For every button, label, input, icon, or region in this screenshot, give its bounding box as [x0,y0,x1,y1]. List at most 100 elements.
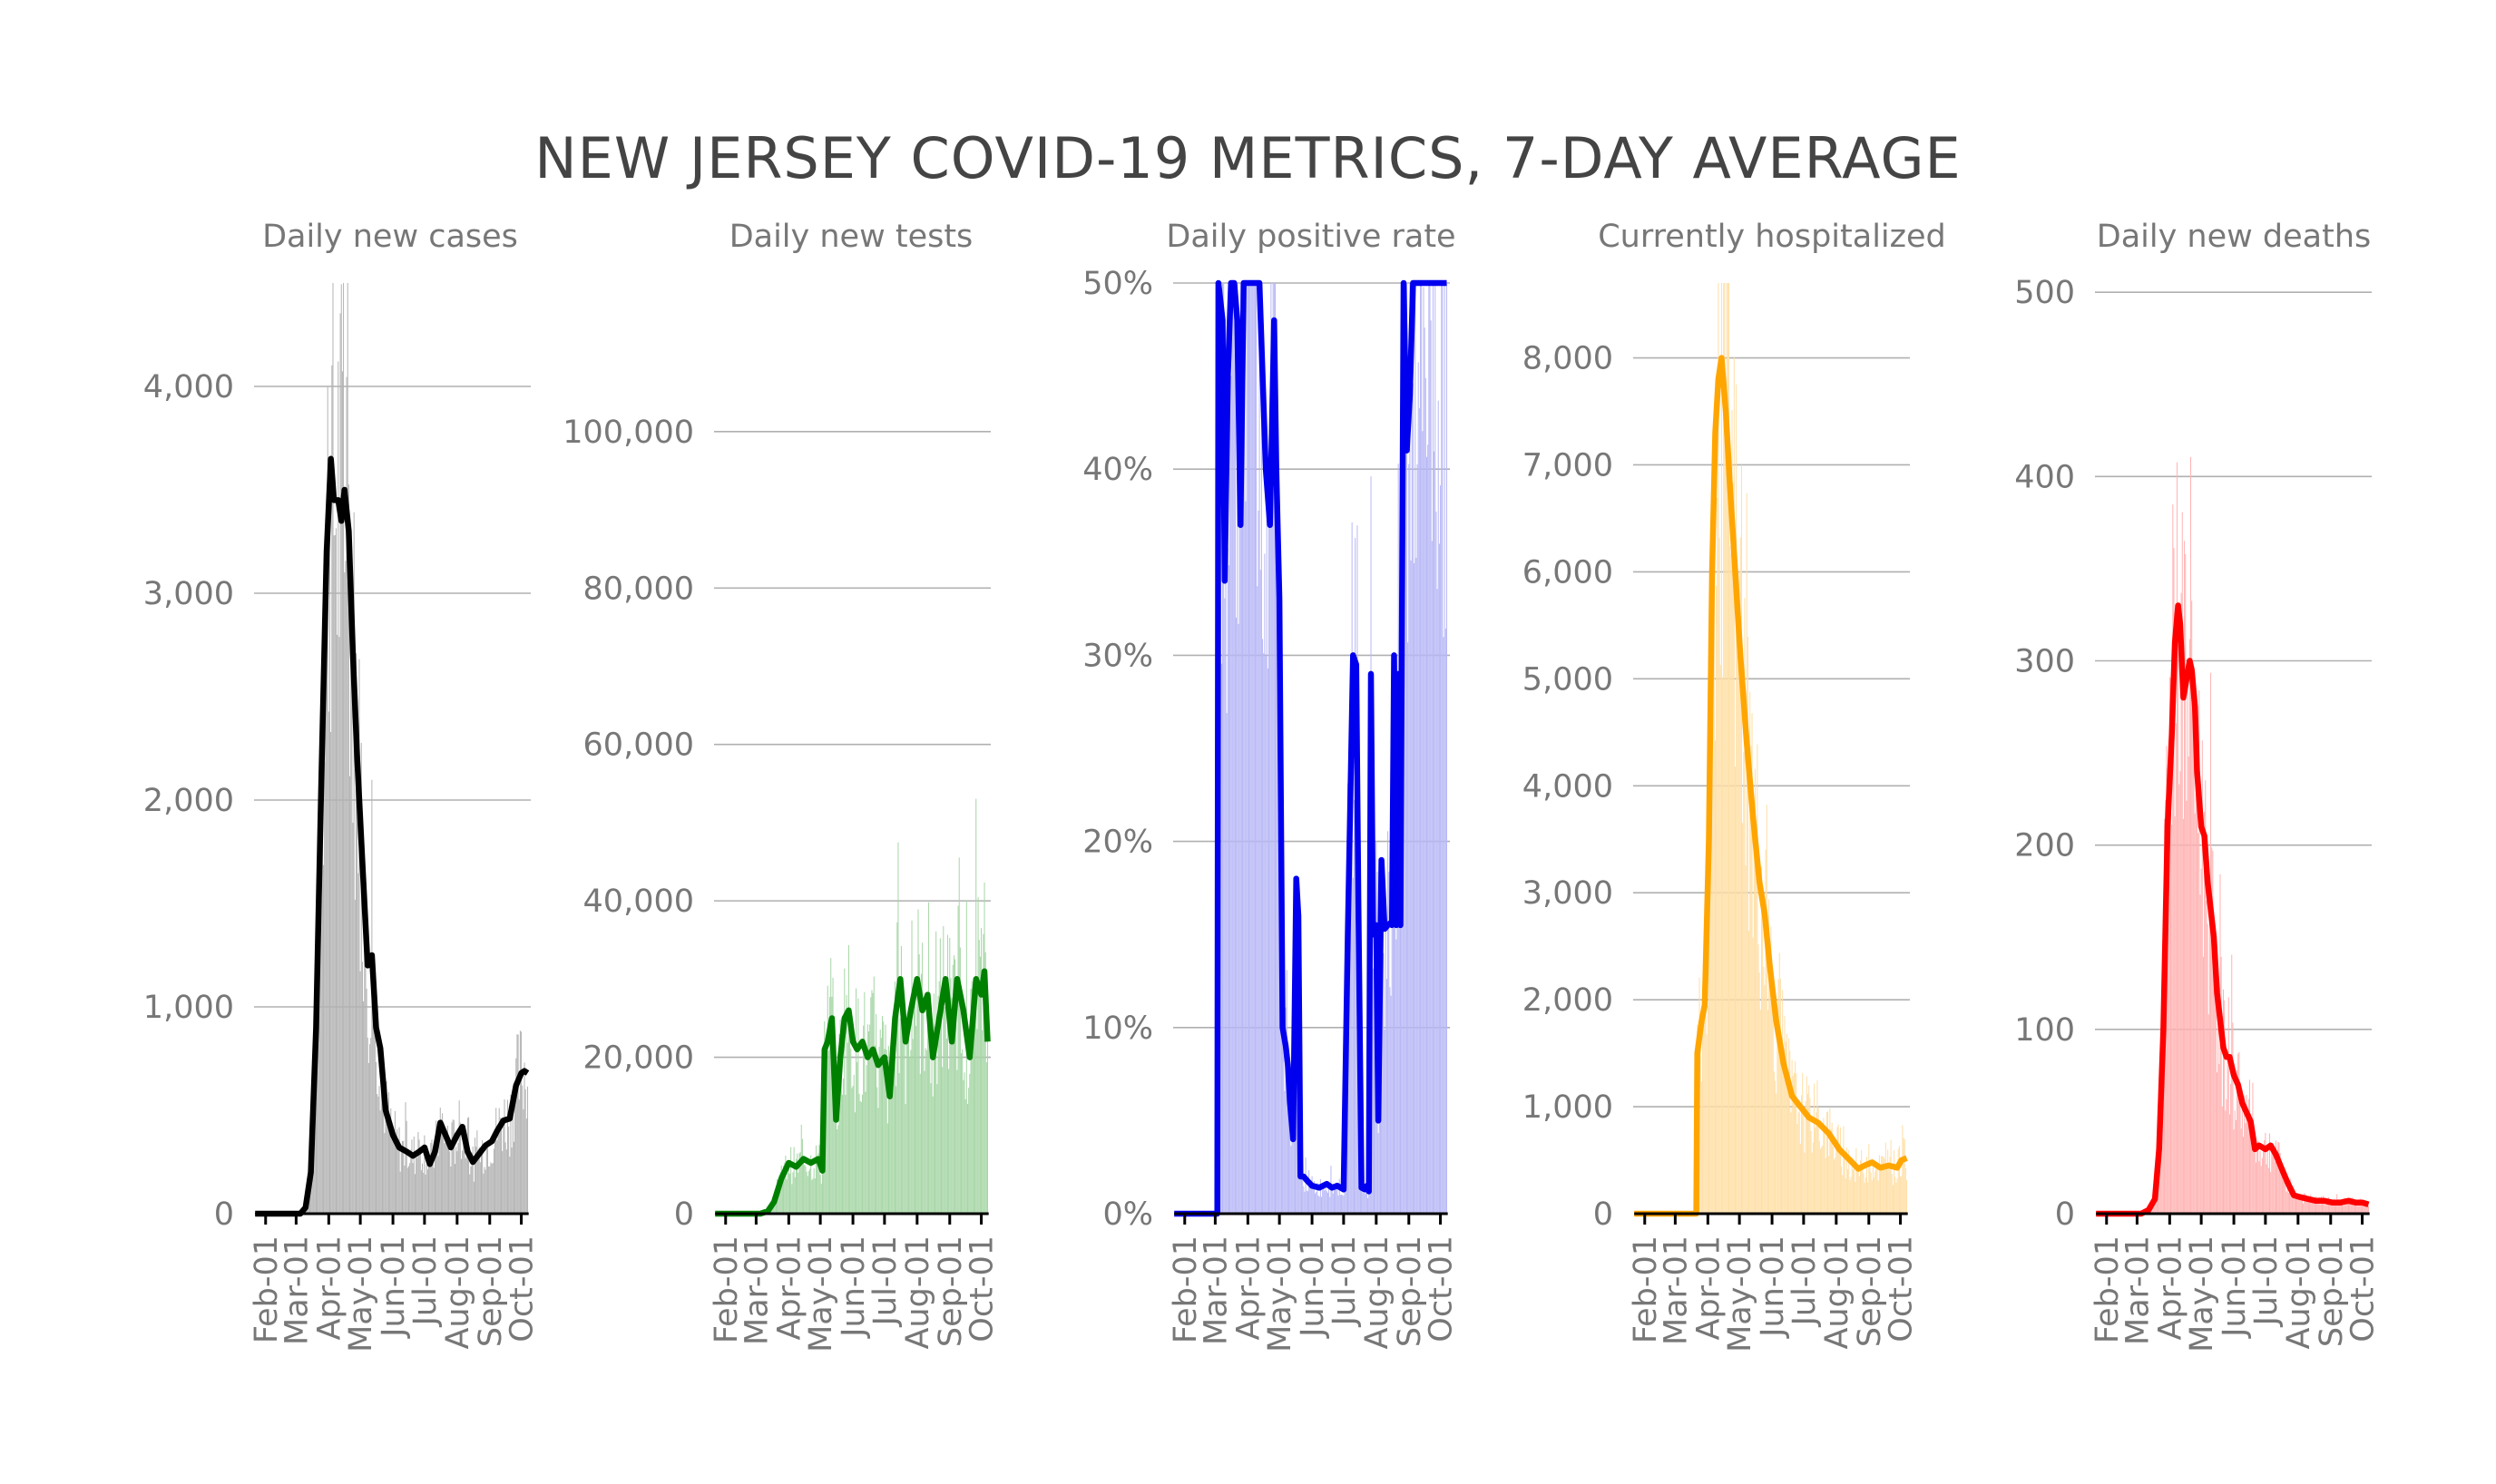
daily-bar [407,1166,409,1214]
daily-bar [1773,1071,1775,1214]
daily-bar [2363,1206,2364,1214]
daily-bar [919,1073,921,1214]
daily-bar [896,922,898,1214]
daily-bar [968,1088,970,1214]
daily-bar [871,990,873,1214]
daily-bar [2173,548,2175,1214]
daily-bar [1793,1072,1795,1214]
daily-bar [2239,1089,2241,1214]
daily-bar [1834,1159,1835,1214]
daily-bar [2296,1197,2298,1214]
y-tick-label: 6,000 [1522,554,1613,591]
daily-bar [820,1183,822,1214]
daily-bar [1315,1193,1317,1214]
daily-bar [417,1132,419,1214]
daily-bar [886,1050,887,1214]
x-tick-label: Sep-01 [473,1235,509,1347]
daily-bar [340,284,342,1214]
daily-bar [422,1163,424,1214]
daily-bar [942,1067,944,1214]
daily-bar [2221,1106,2223,1214]
daily-bar [2218,1064,2220,1214]
daily-bar [364,906,366,1214]
daily-bar [2304,1193,2305,1214]
daily-bar [1253,283,1255,1214]
daily-bar [869,1024,871,1214]
daily-bar [1797,1112,1799,1214]
daily-bar [893,1038,895,1214]
daily-bar [1808,1085,1810,1214]
daily-bar [1362,1192,1364,1214]
daily-bar [890,1068,892,1214]
daily-bar [1799,1143,1801,1214]
daily-bar [469,1174,471,1214]
daily-bar [512,1107,514,1214]
panel-title: Daily new cases [262,219,518,255]
daily-bar [1284,1090,1286,1214]
x-tick-label: Mar-01 [739,1235,775,1345]
daily-bar [923,1003,925,1214]
daily-bar [431,1139,433,1214]
x-tick-label: Jun-01 [836,1235,872,1339]
daily-bar [1788,1038,1790,1214]
daily-bar [2207,1014,2209,1214]
daily-bar [1730,552,1732,1214]
daily-bar [1703,994,1705,1214]
daily-bar [434,1140,436,1214]
daily-bar [2306,1197,2308,1214]
daily-bar [1427,444,1429,1214]
daily-bar [1263,653,1265,1214]
daily-bar [1242,283,1244,1214]
daily-bar [443,1122,445,1214]
daily-bar [1848,1149,1850,1214]
daily-bar [815,1145,817,1214]
daily-bar [1259,570,1261,1214]
daily-bar [492,1163,494,1214]
daily-bar [1711,687,1713,1214]
daily-bar [377,1096,379,1214]
daily-bar [379,1110,381,1214]
daily-bar [1230,376,1232,1215]
daily-bar [1708,828,1709,1214]
daily-bar [804,1165,806,1214]
daily-bar [900,945,902,1214]
daily-bar [774,1203,776,1214]
daily-bar [2265,1132,2266,1214]
daily-bar [1383,952,1385,1214]
daily-bar [2248,1079,2250,1214]
daily-bar [1779,978,1781,1214]
daily-bar [1228,565,1229,1214]
y-tick-label: 100 [2014,1012,2075,1049]
daily-bar [1877,1180,1879,1214]
daily-bar [1750,746,1752,1214]
daily-bar [797,1153,798,1214]
daily-bar [1283,1033,1285,1214]
daily-bar [1321,1196,1323,1214]
daily-bar [1871,1180,1873,1214]
daily-bar [488,1166,490,1214]
daily-bar [1870,1172,1872,1214]
daily-bar [505,1149,507,1214]
x-tick-label: Jul-01 [1326,1235,1363,1327]
daily-bar [1272,283,1274,1214]
daily-bar [1271,327,1273,1214]
daily-bar [2316,1201,2318,1214]
daily-bar [477,1149,479,1214]
daily-bar [2179,771,2181,1214]
daily-bar [1810,1130,1812,1214]
x-tick-label: Jul-01 [2248,1235,2285,1327]
daily-bar [2238,1051,2240,1214]
daily-bar [1706,1034,1708,1214]
daily-bar [2251,1126,2253,1214]
daily-bar [892,1050,894,1214]
daily-bar [350,614,352,1214]
daily-bar [884,1049,886,1214]
daily-bar [2214,952,2216,1214]
daily-bar [925,1048,926,1214]
daily-bar [949,937,951,1214]
daily-bar [367,1037,368,1214]
daily-bar [319,814,321,1214]
daily-bar [1332,1193,1334,1214]
daily-bar [2241,1102,2243,1214]
